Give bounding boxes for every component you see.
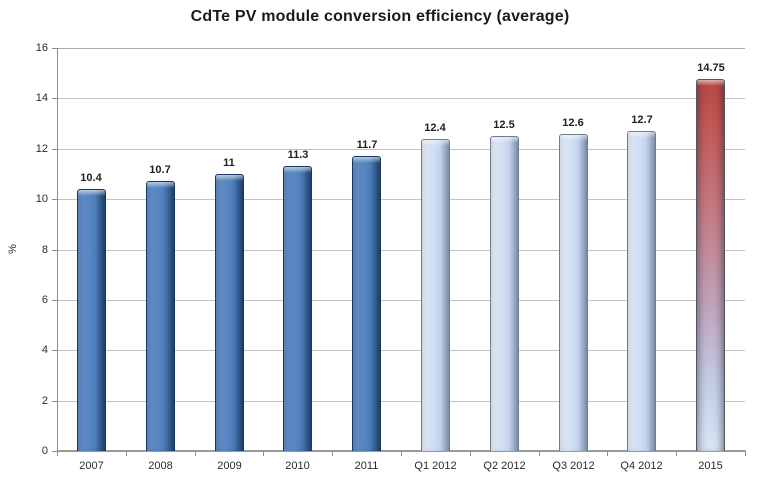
gridline: [57, 350, 745, 351]
y-axis-tick: [52, 250, 57, 251]
x-axis-tick: [263, 452, 264, 456]
bar-value-label: 14.75: [697, 62, 725, 74]
gridline: [57, 149, 745, 150]
bar: [146, 181, 175, 451]
x-axis-tick: [676, 452, 677, 456]
bar: [283, 166, 312, 451]
bar-value-label: 11.7: [356, 139, 378, 151]
x-axis-category-label: Q2 2012: [483, 460, 526, 472]
y-axis-line: [57, 48, 58, 451]
y-axis-tick: [52, 350, 57, 351]
y-axis-tick-label: 8: [41, 244, 48, 256]
bar-value-label: 10.7: [149, 164, 171, 176]
y-axis-tick: [52, 451, 57, 452]
x-axis-category-label: Q4 2012: [620, 460, 663, 472]
x-axis-tick: [539, 452, 540, 456]
y-axis-tick-label: 14: [35, 92, 48, 104]
x-axis-tick: [126, 452, 127, 456]
gridline: [57, 199, 745, 200]
y-axis-tick-label: 16: [35, 42, 48, 54]
gridline: [57, 300, 745, 301]
x-axis-tick: [470, 452, 471, 456]
x-axis-category-label: 2010: [285, 460, 310, 472]
x-axis-line: [57, 450, 746, 452]
y-axis-tick-label: 2: [41, 395, 48, 407]
bar: [559, 134, 588, 451]
bar-value-label: 12.6: [562, 117, 584, 129]
gridline: [57, 48, 745, 49]
gridline: [57, 98, 745, 99]
gridline: [57, 250, 745, 251]
x-axis-category-label: 2009: [217, 460, 242, 472]
y-axis-tick: [52, 48, 57, 49]
bar: [627, 131, 656, 451]
y-axis-tick-label: 12: [35, 143, 48, 155]
y-axis-tick: [52, 98, 57, 99]
gridline: [57, 401, 745, 402]
x-axis-category-label: 2011: [354, 460, 379, 472]
x-axis-tick: [332, 452, 333, 456]
x-axis-category-label: Q1 2012: [414, 460, 457, 472]
y-axis-tick: [52, 300, 57, 301]
bar-value-label: 12.4: [424, 122, 446, 134]
x-axis-tick: [607, 452, 608, 456]
y-axis-tick: [52, 401, 57, 402]
y-axis-tick: [52, 149, 57, 150]
bar-value-label: 12.5: [493, 119, 515, 131]
bar: [352, 156, 381, 451]
bar-value-label: 10.4: [80, 172, 102, 184]
y-axis-tick: [52, 199, 57, 200]
x-axis-tick: [401, 452, 402, 456]
bar: [696, 79, 725, 451]
bar: [421, 139, 450, 451]
x-axis-category-label: 2007: [79, 460, 104, 472]
bar-value-label: 12.7: [631, 114, 653, 126]
bar-value-label: 11.3: [287, 149, 309, 161]
y-axis-tick-label: 4: [41, 344, 48, 356]
bar: [77, 189, 106, 451]
chart-title: CdTe PV module conversion efficiency (av…: [190, 8, 570, 25]
bar: [490, 136, 519, 451]
y-axis-tick-label: 0: [41, 445, 48, 457]
x-axis-tick: [745, 452, 746, 456]
bar-value-label: 11: [223, 157, 235, 169]
x-axis-tick: [195, 452, 196, 456]
bar: [215, 174, 244, 451]
y-axis-tick-label: 10: [35, 193, 48, 205]
x-axis-tick: [57, 452, 58, 456]
y-axis-tick-label: 6: [41, 294, 48, 306]
x-axis-category-label: Q3 2012: [552, 460, 595, 472]
x-axis-category-label: 2008: [148, 460, 173, 472]
x-axis-category-label: 2015: [698, 460, 723, 472]
